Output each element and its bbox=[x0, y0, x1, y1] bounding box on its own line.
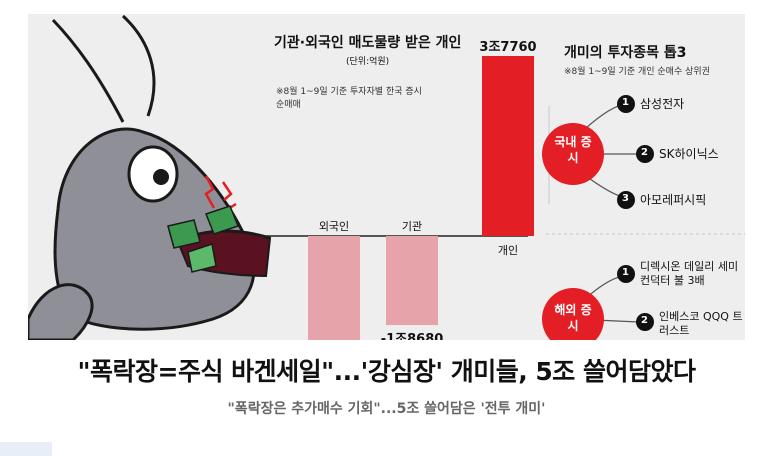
ant-illustration bbox=[28, 14, 272, 340]
bar-2 bbox=[386, 236, 438, 326]
rank-1-domestic-icon bbox=[617, 95, 635, 113]
rank-1-overseas-icon bbox=[617, 265, 635, 283]
chart-title: 기관·외국인 매도물량 받은 개인 bbox=[274, 35, 462, 51]
rank-2-overseas-icon bbox=[636, 313, 654, 331]
category-label-2: 기관 bbox=[401, 220, 423, 233]
chart-note: ※8월 1~9일 기준 투자자별 한국 증시순매매 bbox=[276, 87, 422, 110]
domestic-rank-3: 3 bbox=[622, 193, 629, 204]
overseas-badge bbox=[542, 288, 604, 340]
overseas-stock-2: 인베스코 QQQ 트러스트 bbox=[659, 310, 743, 337]
top-picks-title: 개미의 투자종목 톱3 bbox=[564, 45, 687, 61]
overseas-rank-1: 1 bbox=[622, 267, 629, 278]
bottom-left-tab bbox=[0, 442, 52, 456]
infographic-art bbox=[28, 14, 745, 340]
domestic-stock-3: 아모레퍼시픽 bbox=[640, 193, 707, 207]
bars-layer bbox=[308, 56, 534, 340]
article-subheadline: "폭락장은 추가매수 기회"...5조 쓸어담은 '전투 개미' bbox=[227, 401, 546, 417]
rank-3-domestic-icon bbox=[617, 191, 635, 209]
top-picks-note: ※8월 1~9일 기준 개인 순매수 상위권 bbox=[564, 67, 710, 77]
article-headline: "폭락장=주식 바겐세일"...'강심장' 개미들, 5조 쓸어담았다 bbox=[77, 357, 696, 386]
chart-unit: (단위:억원) bbox=[346, 57, 390, 67]
domestic-stock-1: 삼성전자 bbox=[640, 97, 685, 111]
bar-chart bbox=[260, 56, 534, 340]
domestic-rank-1: 1 bbox=[622, 97, 629, 108]
value-label-2: -1조8680 bbox=[380, 332, 444, 340]
rank-2-domestic-icon bbox=[636, 145, 654, 163]
overseas-stock-1: 디렉시온 데일리 세미컨덕터 불 3배 bbox=[640, 260, 739, 287]
domestic-badge bbox=[542, 123, 604, 185]
overseas-label: 해외 증시 bbox=[554, 303, 592, 333]
top-picks-section bbox=[542, 95, 745, 340]
category-label-1: 외국인 bbox=[318, 220, 350, 233]
value-label-3: 3조7760 bbox=[479, 40, 537, 55]
infographic-card: 기관·외국인 매도물량 받은 개인 (단위:억원) ※8월 1~9일 기준 투자… bbox=[28, 14, 745, 340]
category-label-3: 개인 bbox=[497, 244, 519, 257]
domestic-stock-2: SK하이닉스 bbox=[659, 147, 719, 161]
bar-3 bbox=[482, 56, 534, 236]
domestic-rank-2: 2 bbox=[641, 147, 648, 158]
overseas-rank-2: 2 bbox=[641, 315, 648, 326]
bar-1 bbox=[308, 236, 360, 340]
domestic-label: 국내 증시 bbox=[554, 135, 592, 165]
